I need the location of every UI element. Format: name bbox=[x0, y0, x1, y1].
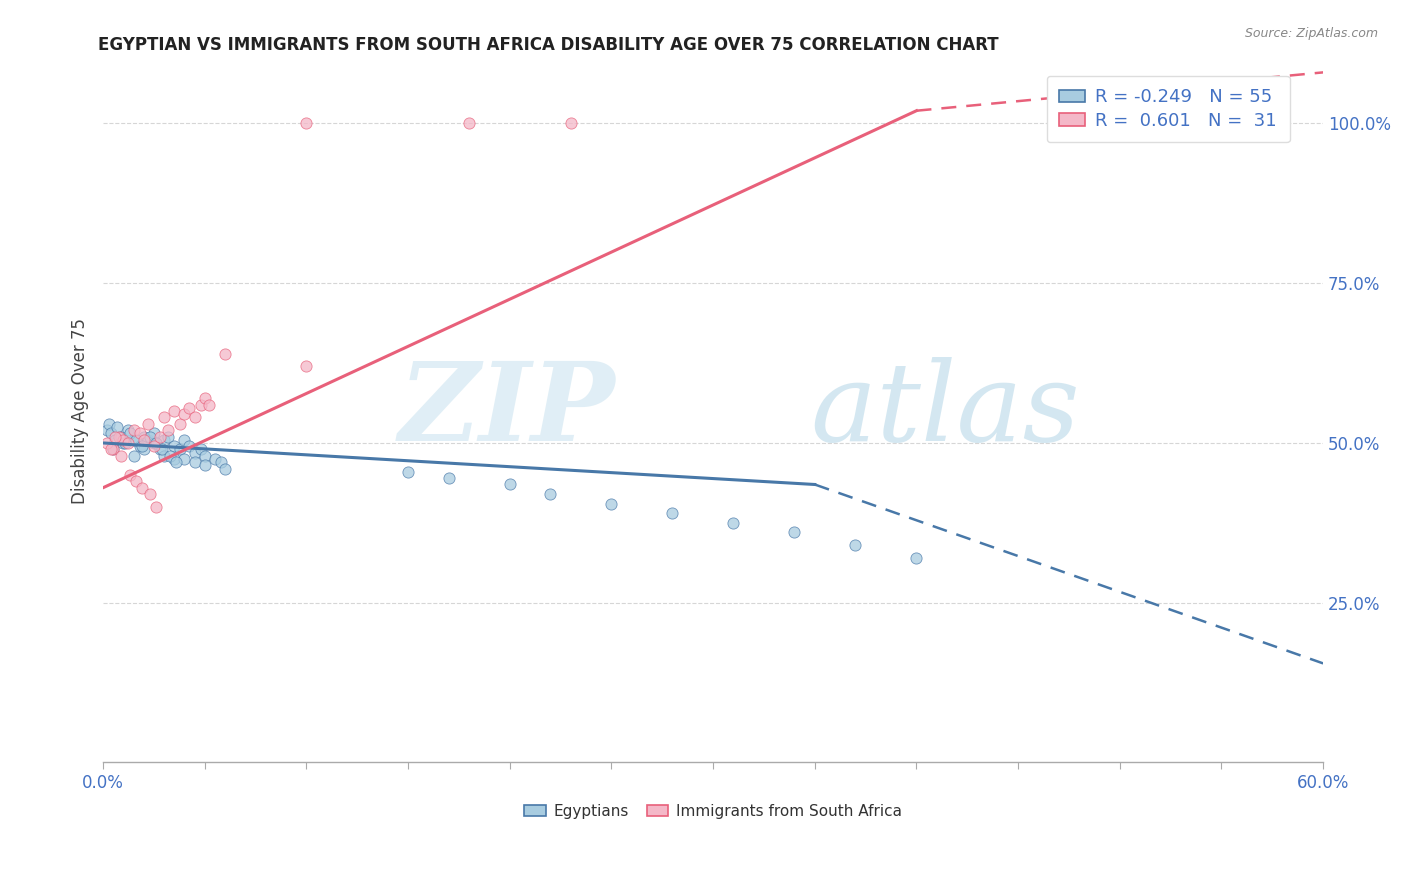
Point bbox=[190, 398, 212, 412]
Point bbox=[295, 359, 318, 374]
Point bbox=[124, 433, 146, 447]
Point bbox=[194, 458, 217, 473]
Text: Source: ZipAtlas.com: Source: ZipAtlas.com bbox=[1244, 27, 1378, 40]
Point bbox=[149, 429, 172, 443]
Point bbox=[145, 436, 167, 450]
Point bbox=[145, 500, 167, 514]
Point bbox=[458, 116, 481, 130]
Point bbox=[110, 429, 132, 443]
Point bbox=[98, 417, 121, 431]
Point bbox=[122, 449, 145, 463]
Point bbox=[149, 442, 172, 457]
Point bbox=[295, 116, 318, 130]
Y-axis label: Disability Age Over 75: Disability Age Over 75 bbox=[72, 318, 89, 504]
Point bbox=[183, 410, 205, 425]
Point bbox=[150, 442, 173, 457]
Point bbox=[143, 426, 166, 441]
Point bbox=[560, 116, 582, 130]
Point bbox=[183, 445, 205, 459]
Point bbox=[110, 449, 132, 463]
Point bbox=[122, 433, 145, 447]
Point bbox=[153, 449, 176, 463]
Point bbox=[139, 487, 162, 501]
Point bbox=[204, 452, 226, 467]
Point bbox=[104, 433, 127, 447]
Point bbox=[177, 401, 200, 415]
Legend: Egyptians, Immigrants from South Africa: Egyptians, Immigrants from South Africa bbox=[519, 797, 908, 825]
Point bbox=[157, 423, 180, 437]
Point bbox=[132, 429, 155, 443]
Point bbox=[844, 538, 866, 552]
Point bbox=[173, 407, 195, 421]
Point bbox=[105, 420, 128, 434]
Point bbox=[143, 439, 166, 453]
Point bbox=[173, 433, 195, 447]
Point bbox=[600, 497, 623, 511]
Point bbox=[163, 452, 186, 467]
Point bbox=[100, 426, 122, 441]
Point bbox=[723, 516, 745, 530]
Point bbox=[132, 433, 155, 447]
Point bbox=[198, 398, 221, 412]
Point bbox=[396, 465, 419, 479]
Point bbox=[100, 442, 122, 457]
Point bbox=[96, 423, 118, 437]
Point bbox=[131, 481, 153, 495]
Point bbox=[173, 452, 195, 467]
Point bbox=[136, 433, 159, 447]
Point bbox=[159, 449, 181, 463]
Point bbox=[108, 429, 131, 443]
Point bbox=[132, 442, 155, 457]
Point bbox=[499, 477, 522, 491]
Point bbox=[183, 455, 205, 469]
Point bbox=[117, 436, 139, 450]
Text: atlas: atlas bbox=[811, 358, 1080, 465]
Point bbox=[177, 439, 200, 453]
Point bbox=[143, 436, 166, 450]
Point bbox=[139, 429, 162, 443]
Point bbox=[108, 429, 131, 443]
Point bbox=[104, 429, 127, 443]
Point bbox=[163, 439, 186, 453]
Point bbox=[905, 551, 928, 566]
Point bbox=[128, 439, 150, 453]
Text: ZIP: ZIP bbox=[399, 358, 616, 465]
Point bbox=[112, 436, 135, 450]
Point bbox=[114, 436, 136, 450]
Point bbox=[194, 391, 217, 405]
Point bbox=[117, 423, 139, 437]
Point bbox=[118, 467, 141, 482]
Point bbox=[169, 417, 191, 431]
Point bbox=[190, 442, 212, 457]
Point bbox=[153, 410, 176, 425]
Point bbox=[136, 417, 159, 431]
Point bbox=[214, 346, 236, 360]
Point bbox=[122, 423, 145, 437]
Point bbox=[124, 475, 146, 489]
Point bbox=[169, 442, 191, 457]
Point bbox=[153, 433, 176, 447]
Point bbox=[131, 439, 153, 453]
Point bbox=[112, 433, 135, 447]
Point bbox=[163, 404, 186, 418]
Point bbox=[103, 442, 125, 457]
Point bbox=[209, 455, 232, 469]
Point bbox=[194, 449, 217, 463]
Point bbox=[661, 506, 683, 520]
Point bbox=[783, 525, 806, 540]
Point bbox=[118, 426, 141, 441]
Point bbox=[96, 436, 118, 450]
Text: EGYPTIAN VS IMMIGRANTS FROM SOUTH AFRICA DISABILITY AGE OVER 75 CORRELATION CHAR: EGYPTIAN VS IMMIGRANTS FROM SOUTH AFRICA… bbox=[98, 36, 1000, 54]
Point bbox=[214, 461, 236, 475]
Point bbox=[165, 455, 187, 469]
Point bbox=[437, 471, 460, 485]
Point bbox=[128, 426, 150, 441]
Point bbox=[157, 429, 180, 443]
Point bbox=[103, 442, 125, 457]
Point bbox=[540, 487, 562, 501]
